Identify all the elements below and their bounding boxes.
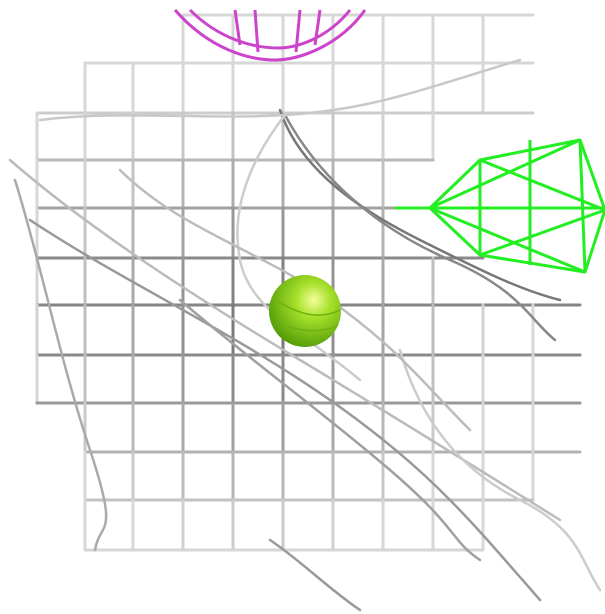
sphere-shading xyxy=(274,299,341,332)
curve xyxy=(28,218,542,602)
curve xyxy=(398,348,602,592)
arc xyxy=(188,8,352,50)
green-cone xyxy=(395,138,605,274)
curve xyxy=(38,58,522,122)
magenta-mesh xyxy=(173,8,367,62)
curve xyxy=(278,108,562,302)
curve xyxy=(178,298,482,562)
surface-curves xyxy=(8,58,602,612)
arc-spokes xyxy=(233,9,322,53)
cone-edges xyxy=(429,138,605,274)
green-sphere xyxy=(269,275,341,347)
curve xyxy=(283,113,557,342)
curve xyxy=(8,158,562,522)
curve xyxy=(268,538,362,612)
arc xyxy=(173,9,367,62)
curve xyxy=(13,178,108,552)
